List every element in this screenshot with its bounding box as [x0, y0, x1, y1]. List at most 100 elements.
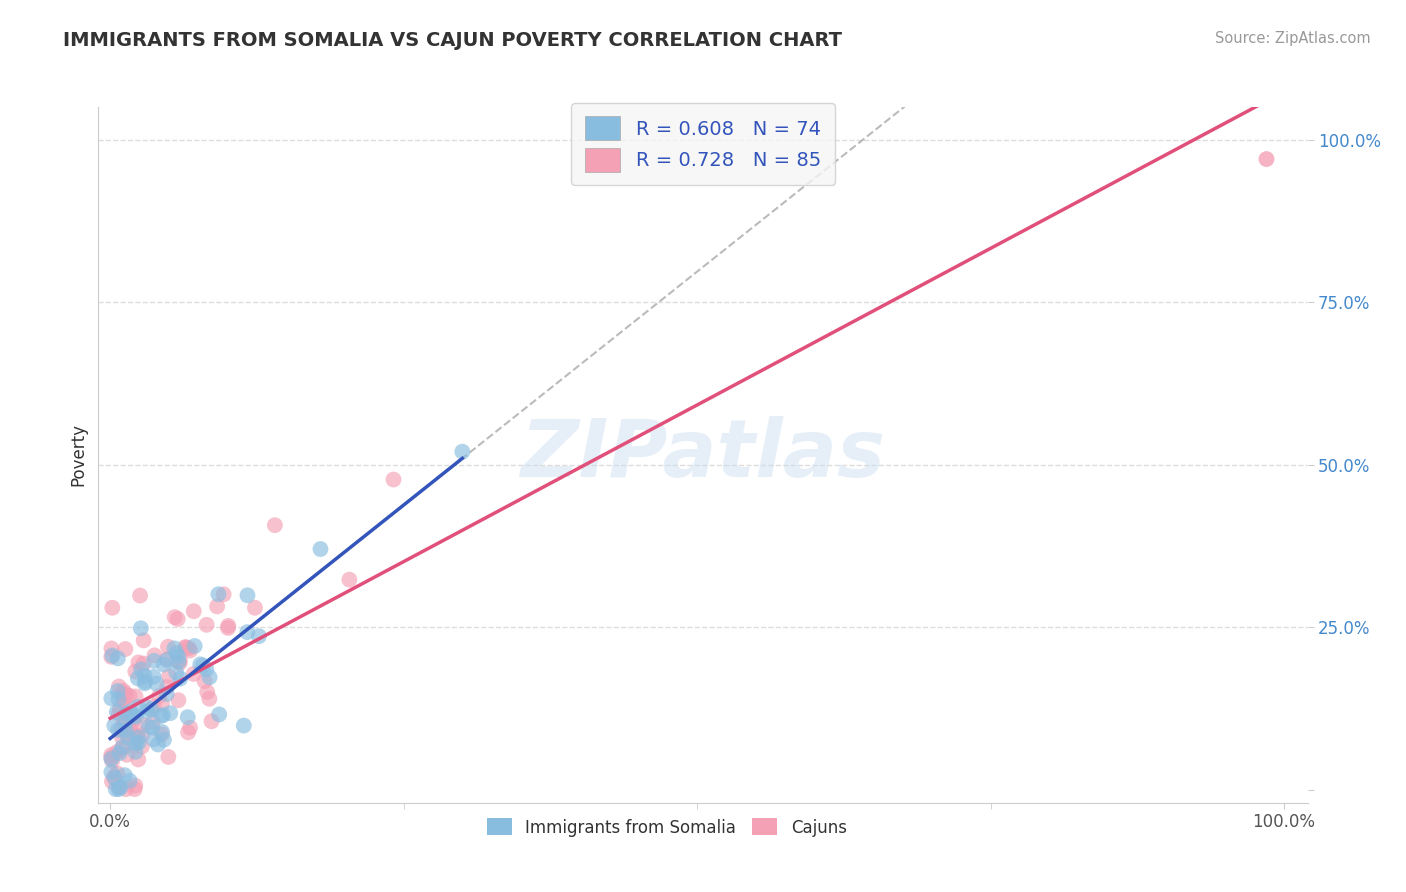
Point	[115, 726, 138, 740]
Point	[112, 687, 135, 701]
Point	[142, 715, 165, 730]
Point	[157, 669, 180, 683]
Point	[124, 665, 146, 679]
Point	[111, 740, 134, 755]
Point	[142, 670, 165, 684]
Point	[152, 657, 174, 672]
Point	[122, 708, 145, 723]
Point	[101, 774, 124, 789]
Point	[107, 707, 129, 722]
Point	[145, 677, 167, 691]
Point	[177, 725, 200, 739]
Point	[166, 612, 188, 626]
Point	[105, 745, 128, 759]
Point	[134, 676, 156, 690]
Point	[101, 648, 124, 663]
Point	[183, 667, 205, 681]
Point	[100, 747, 122, 762]
Point	[198, 670, 221, 684]
Point	[122, 713, 145, 727]
Point	[108, 746, 131, 760]
Point	[169, 672, 191, 686]
Point	[127, 731, 149, 745]
Point	[115, 706, 138, 721]
Point	[118, 723, 141, 737]
Point	[111, 741, 134, 756]
Point	[163, 641, 186, 656]
Point	[165, 665, 187, 680]
Point	[127, 656, 149, 670]
Point	[124, 729, 146, 743]
Point	[132, 633, 155, 648]
Point	[131, 739, 153, 754]
Point	[195, 662, 218, 676]
Point	[142, 699, 165, 714]
Point	[127, 752, 149, 766]
Point	[152, 708, 174, 723]
Point	[105, 766, 128, 780]
Point	[141, 721, 163, 735]
Point	[104, 782, 127, 797]
Point	[159, 706, 181, 720]
Point	[101, 754, 124, 768]
Point	[156, 680, 179, 694]
Point	[111, 731, 134, 745]
Point	[167, 655, 190, 669]
Point	[112, 692, 135, 706]
Text: ZIPatlas: ZIPatlas	[520, 416, 886, 494]
Point	[212, 587, 235, 601]
Point	[134, 669, 156, 683]
Point	[107, 782, 129, 797]
Point	[120, 705, 142, 719]
Point	[100, 691, 122, 706]
Point	[138, 720, 160, 734]
Point	[169, 656, 191, 670]
Point	[169, 653, 191, 667]
Point	[198, 691, 221, 706]
Point	[183, 604, 205, 618]
Point	[183, 639, 205, 653]
Point	[143, 654, 166, 668]
Point	[157, 750, 180, 764]
Point	[118, 689, 141, 703]
Point	[177, 641, 200, 656]
Point	[156, 652, 179, 666]
Point	[112, 716, 135, 731]
Legend: Immigrants from Somalia, Cajuns: Immigrants from Somalia, Cajuns	[479, 812, 853, 843]
Point	[150, 725, 173, 739]
Point	[114, 723, 136, 738]
Point	[129, 589, 152, 603]
Point	[103, 770, 125, 784]
Point	[124, 779, 146, 793]
Point	[101, 600, 124, 615]
Point	[177, 710, 200, 724]
Point	[100, 649, 122, 664]
Point	[174, 640, 197, 655]
Text: Source: ZipAtlas.com: Source: ZipAtlas.com	[1215, 31, 1371, 46]
Point	[179, 721, 201, 735]
Point	[114, 706, 136, 721]
Point	[142, 732, 165, 747]
Point	[128, 735, 150, 749]
Point	[120, 721, 142, 735]
Point	[125, 709, 148, 723]
Point	[179, 643, 201, 657]
Point	[127, 730, 149, 744]
Point	[117, 731, 139, 745]
Point	[200, 714, 222, 729]
Point	[114, 715, 136, 730]
Point	[100, 750, 122, 764]
Point	[194, 674, 217, 689]
Point	[108, 702, 131, 716]
Point	[243, 600, 266, 615]
Point	[136, 705, 159, 719]
Point	[127, 671, 149, 685]
Point	[124, 745, 146, 759]
Point	[112, 683, 135, 698]
Point	[207, 587, 229, 601]
Point	[110, 722, 132, 736]
Point	[236, 588, 259, 602]
Point	[188, 657, 211, 672]
Point	[167, 649, 190, 664]
Point	[195, 685, 218, 699]
